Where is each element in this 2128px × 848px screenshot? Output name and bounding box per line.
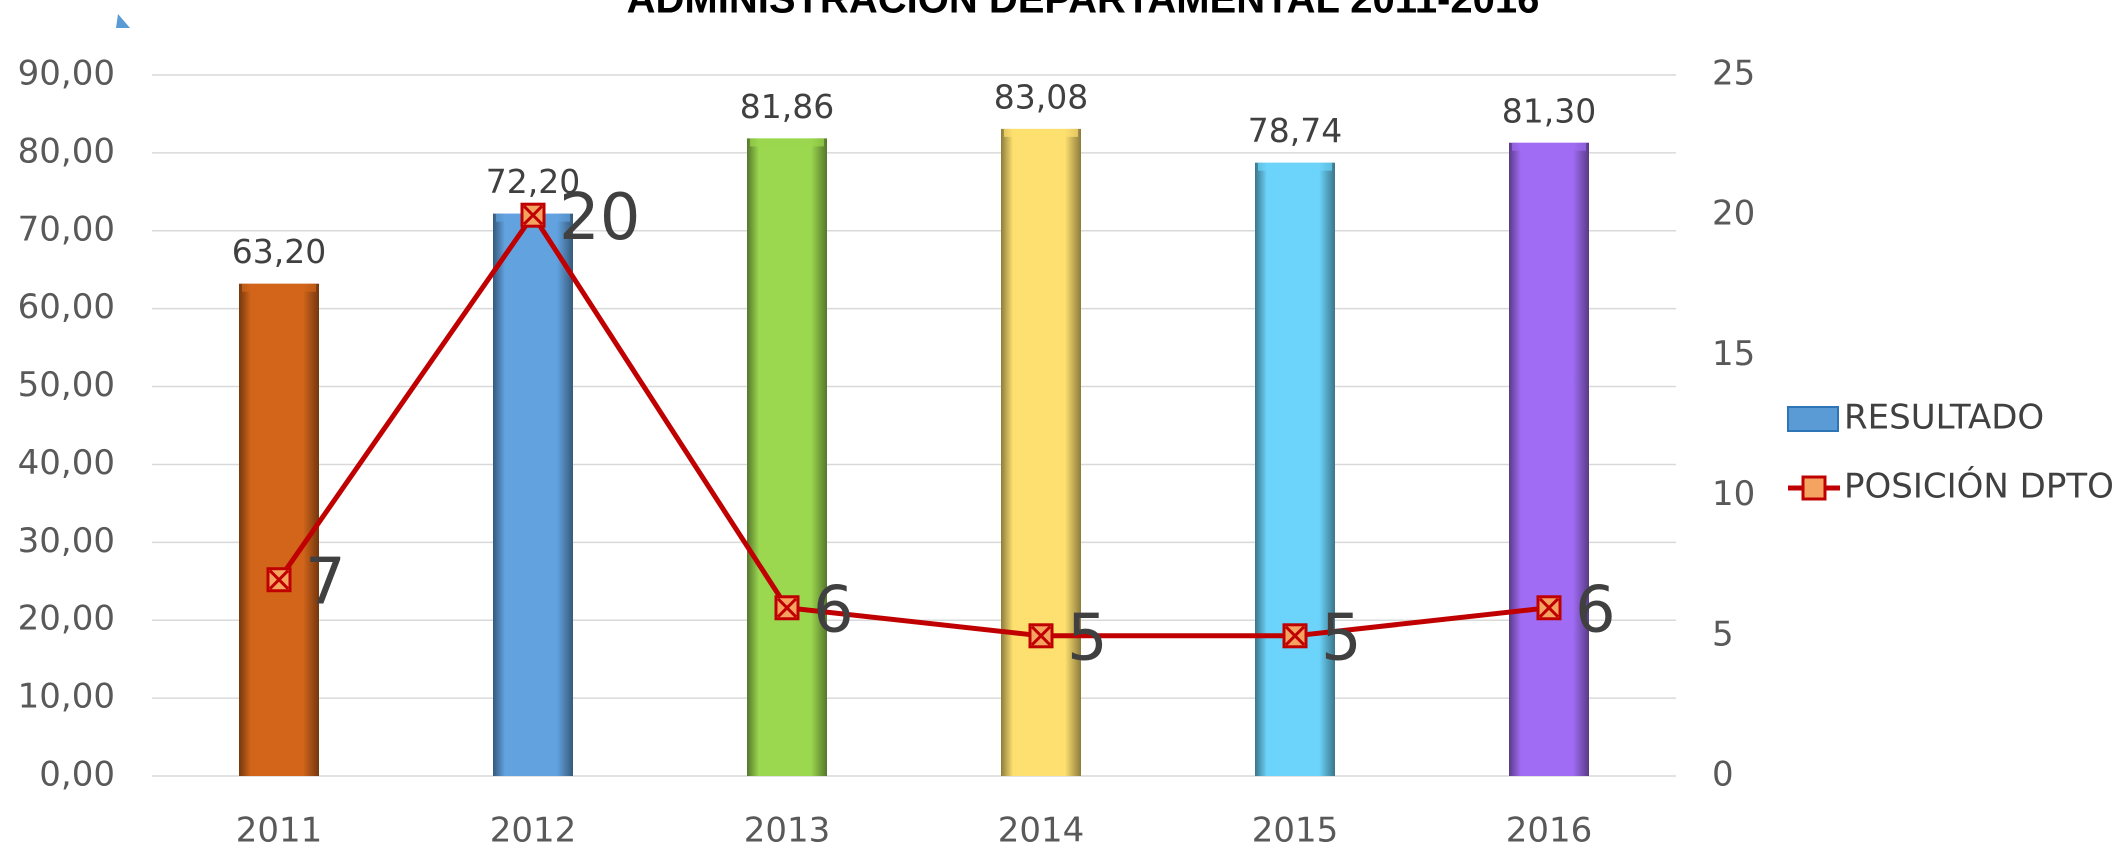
marker-x xyxy=(1030,625,1052,646)
value-label: 72,20 xyxy=(486,162,580,201)
line xyxy=(276,210,1550,639)
value-label: 81,86 xyxy=(740,87,834,126)
value-label: 78,74 xyxy=(1248,111,1342,150)
marker-x xyxy=(522,205,544,226)
value-label: 5 xyxy=(1321,601,1362,675)
bar-shade xyxy=(747,138,827,776)
y2-tick-label: 20 xyxy=(1712,194,1755,234)
y-tick-label: 30,00 xyxy=(18,521,115,561)
value-label: 7 xyxy=(305,545,346,619)
value-label: 83,08 xyxy=(994,77,1088,116)
x-tick-label: 2012 xyxy=(490,811,577,848)
bar-cap xyxy=(1004,128,1078,137)
value-label: 6 xyxy=(813,573,854,647)
y2-tick-label: 10 xyxy=(1712,474,1755,514)
chart-title: ADMINISTRACIÓN DEPARTAMENTAL 2011-2016 xyxy=(627,0,1540,22)
y2-tick-label: 25 xyxy=(1712,54,1755,94)
value-label: 5 xyxy=(1067,601,1108,675)
legend-marker xyxy=(1801,475,1827,501)
legend-swatch xyxy=(1787,406,1839,432)
bar-shade xyxy=(493,213,573,777)
y-tick-label: 60,00 xyxy=(18,287,115,327)
bar-shade xyxy=(1255,162,1335,777)
value-label: 81,30 xyxy=(1502,91,1596,130)
y2-tick-label: 5 xyxy=(1712,614,1734,654)
bar-cap xyxy=(242,283,316,292)
corner-handle xyxy=(116,14,130,28)
y-tick-label: 70,00 xyxy=(18,209,115,249)
x-tick-label: 2014 xyxy=(998,811,1085,848)
marker-x xyxy=(268,569,290,590)
y-tick-label: 90,00 xyxy=(18,54,115,94)
bar-cap xyxy=(1258,162,1332,171)
marker-x xyxy=(1538,597,1560,618)
x-tick-label: 2016 xyxy=(1506,811,1593,848)
value-label: 20 xyxy=(559,181,640,255)
y-tick-label: 50,00 xyxy=(18,365,115,405)
y2-tick-label: 15 xyxy=(1712,334,1755,374)
marker-x xyxy=(776,597,798,618)
y-tick-label: 40,00 xyxy=(18,443,115,483)
legend-label: POSICIÓN DPTO xyxy=(1844,466,2114,507)
marker-x xyxy=(1284,625,1306,646)
value-label: 63,20 xyxy=(232,232,326,271)
y2-tick-label: 0 xyxy=(1712,755,1734,795)
y-tick-label: 10,00 xyxy=(18,677,115,717)
x-tick-label: 2011 xyxy=(236,811,323,848)
bar-cap xyxy=(1512,142,1586,151)
value-label: 6 xyxy=(1575,573,1616,647)
x-tick-label: 2015 xyxy=(1252,811,1339,848)
bar-cap xyxy=(750,138,824,147)
y-tick-label: 80,00 xyxy=(18,131,115,171)
bar-shade xyxy=(1001,128,1081,776)
y-tick-label: 20,00 xyxy=(18,599,115,639)
y-tick-label: 0,00 xyxy=(39,755,115,795)
bar-shade xyxy=(1509,142,1589,777)
legend-label: RESULTADO xyxy=(1844,398,2044,438)
bar-shade xyxy=(239,283,319,776)
x-tick-label: 2013 xyxy=(744,811,831,848)
